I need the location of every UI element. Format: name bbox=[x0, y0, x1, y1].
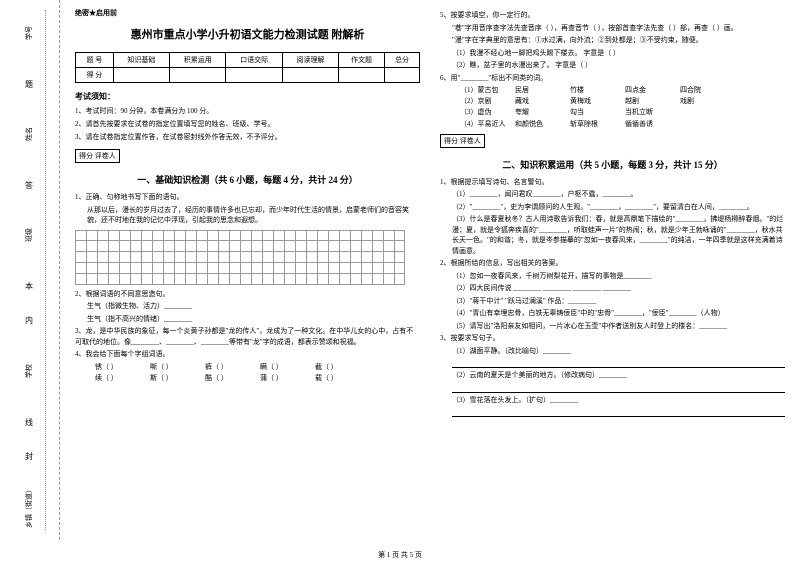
q5b2: （2）瞧，盆子里的水漫出来了。 字意是（ ） bbox=[440, 60, 785, 71]
s2q2: 2、根据所给的信息，写出相关的答案。 bbox=[440, 258, 785, 269]
scorer-box: 得分 评卷人 bbox=[75, 149, 120, 163]
scorer-box: 得分 评卷人 bbox=[440, 134, 485, 148]
q1-text: 从那以后，漫长的岁月过去了，经历的事情许多也已忘却，而少年时代生活的情景，启蒙老… bbox=[75, 205, 420, 226]
th: 阅读理解 bbox=[282, 53, 338, 68]
q5b: "漫"字在字典里的意思有：①水过满，向外流；②到处都是；③不受约束，随便。 bbox=[440, 35, 785, 46]
s2q2-2: （2）四大民间传说 ________ ________ ________ ___… bbox=[440, 283, 785, 294]
answer-line bbox=[452, 383, 785, 393]
td-empty bbox=[113, 68, 169, 83]
q3: 3、龙，是中华民族的象征，每一个炎黄子孙都是"龙的传人"，龙成为了一种文化。在中… bbox=[75, 326, 420, 347]
seal-char: 本 bbox=[24, 282, 35, 290]
section2-title: 二、知识积累运用（共 5 小题，每题 3 分，共计 15 分） bbox=[440, 158, 785, 171]
s2q2-1: （1）忽如一夜春风来，千树万树梨花开，描写的事物是________ bbox=[440, 271, 785, 282]
answer-line bbox=[452, 358, 785, 368]
seal-char: 封 bbox=[24, 452, 35, 460]
notice-item: 3、请在试卷指定位置作答，在试卷密封线外作答无效，不予评分。 bbox=[75, 133, 420, 143]
td-empty bbox=[226, 68, 282, 83]
right-column: 5、按要求填空，你一定行的。 "巷"字用音序查字法先查音序（ ），再查音节（ ）… bbox=[440, 8, 785, 532]
q4-chars: 锈（ ）嘶（ ）裤（ ）瞒（ ）截（ ）续（ ）斯（ ）酷（ ）蒲（ ）载（ ） bbox=[75, 362, 420, 384]
s2q3-1: （1）湖面平静。（改比喻句）________ bbox=[440, 346, 785, 357]
th: 作文题 bbox=[339, 53, 385, 68]
binding-margin: 学号 题 姓名 答 班级 本 内 学校 线 封 乡镇（街道） bbox=[0, 0, 60, 540]
s2q3-3: （3）雪花落在头发上。（扩句）________ bbox=[440, 395, 785, 406]
th: 题 号 bbox=[76, 53, 114, 68]
q1: 1、正确、匀称地书写下面的语句。 bbox=[75, 192, 420, 203]
binding-labels-column: 学号 题 姓名 答 班级 本 内 学校 线 封 乡镇（街道） bbox=[8, 0, 50, 540]
th: 口语交际 bbox=[226, 53, 282, 68]
section1-title: 一、基础知识检测（共 6 小题，每题 4 分，共计 24 分） bbox=[75, 173, 420, 186]
td-empty bbox=[170, 68, 226, 83]
td-empty bbox=[282, 68, 338, 83]
s2q1: 1、根据提示填写诗句、名言警句。 bbox=[440, 177, 785, 188]
notice-item: 2、请首先按要求在试卷的指定位置填写您的姓名、班级、学号。 bbox=[75, 120, 420, 130]
seal-char: 内 bbox=[24, 316, 35, 324]
td-empty bbox=[339, 68, 385, 83]
s2q3-2: （2）云南的夏天是个美丽的地方。（修改病句）________ bbox=[440, 370, 785, 381]
writing-grid bbox=[75, 230, 420, 285]
seal-char: 线 bbox=[24, 418, 35, 426]
s2q2-3: （3）"蒋干中计" "跃马过澜溪" 作品：________ bbox=[440, 296, 785, 307]
seal-char: 题 bbox=[24, 80, 35, 88]
q5b1: （1）我漫不经心地一脚把鸡头踢下楼去。 字意是（ ） bbox=[440, 48, 785, 59]
s2q3: 3、按要求写句子。 bbox=[440, 333, 785, 344]
exam-title: 惠州市重点小学小升初语文能力检测试题 附解析 bbox=[75, 26, 420, 42]
th: 总分 bbox=[384, 53, 419, 68]
td-label: 得 分 bbox=[76, 68, 114, 83]
q6-rows: （1）蒙古包民居竹楼四点金四合院（2）京剧藏戏黄梅戏越剧戏剧（3）虚伪夸耀勾当当… bbox=[440, 85, 785, 130]
confidential-mark: 绝密★启用前 bbox=[75, 8, 420, 18]
s2q1-3: （3）什么是春夏秋冬？古人用诗歌告诉我们：春，就是高鼎笔下描绘的"_______… bbox=[440, 214, 785, 256]
q6: 6、用"________"标出不同类的词。 bbox=[440, 73, 785, 84]
label-school: 学校 bbox=[24, 364, 34, 378]
q4: 4、我会给下面每个字组词语。 bbox=[75, 349, 420, 360]
label-class: 班级 bbox=[24, 228, 34, 242]
q5: 5、按要求填空，你一定行的。 bbox=[440, 10, 785, 21]
main-content: 绝密★启用前 惠州市重点小学小升初语文能力检测试题 附解析 题 号 知识基础 积… bbox=[60, 0, 800, 540]
label-township: 乡镇（街道） bbox=[24, 486, 34, 528]
seal-char: 答 bbox=[24, 181, 35, 189]
td-empty bbox=[384, 68, 419, 83]
notice-heading: 考试须知： bbox=[75, 91, 420, 102]
s2q1-1: （1）________，闻问君叹________，户枢不蠹，________。 bbox=[440, 189, 785, 200]
page-footer: 第 1 页 共 5 页 bbox=[0, 550, 800, 560]
notice-item: 1、考试时间：90 分钟，本卷满分为 100 分。 bbox=[75, 107, 420, 117]
q5a: "巷"字用音序查字法先查音序（ ），再查音节（ ），按部首查字法先查（ ）部，再… bbox=[440, 23, 785, 34]
s2q1-2: （2）"________"，史为李谓顾问的人生观。"________，_____… bbox=[440, 202, 785, 213]
q2b: 生气（指不高兴的情绪）________ bbox=[75, 314, 420, 325]
th: 积累运用 bbox=[170, 53, 226, 68]
label-name: 姓名 bbox=[24, 127, 34, 141]
answer-line bbox=[452, 407, 785, 417]
q2a: 生气（指微生物、活力）________ bbox=[75, 301, 420, 312]
label-student-id: 学号 bbox=[24, 26, 34, 40]
s2q2-4: （4）"青山有幸埋忠骨，白铁无辜铸佞臣"中的"忠骨"________，"佞臣"_… bbox=[440, 308, 785, 319]
th: 知识基础 bbox=[113, 53, 169, 68]
score-table: 题 号 知识基础 积累运用 口语交际 阅读理解 作文题 总分 得 分 bbox=[75, 52, 420, 83]
s2q2-5: （5）请写出"洛阳亲友如相问，一片冰心在玉壶"中作者送别友人时登上的楼名：___… bbox=[440, 321, 785, 332]
left-column: 绝密★启用前 惠州市重点小学小升初语文能力检测试题 附解析 题 号 知识基础 积… bbox=[75, 8, 420, 532]
q2: 2、根据词语的不同意思造句。 bbox=[75, 289, 420, 300]
